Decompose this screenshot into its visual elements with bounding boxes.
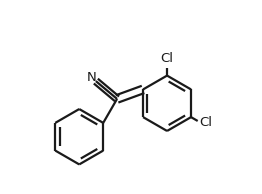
Text: N: N xyxy=(87,71,97,84)
Text: Cl: Cl xyxy=(161,52,173,65)
Text: Cl: Cl xyxy=(199,116,212,129)
